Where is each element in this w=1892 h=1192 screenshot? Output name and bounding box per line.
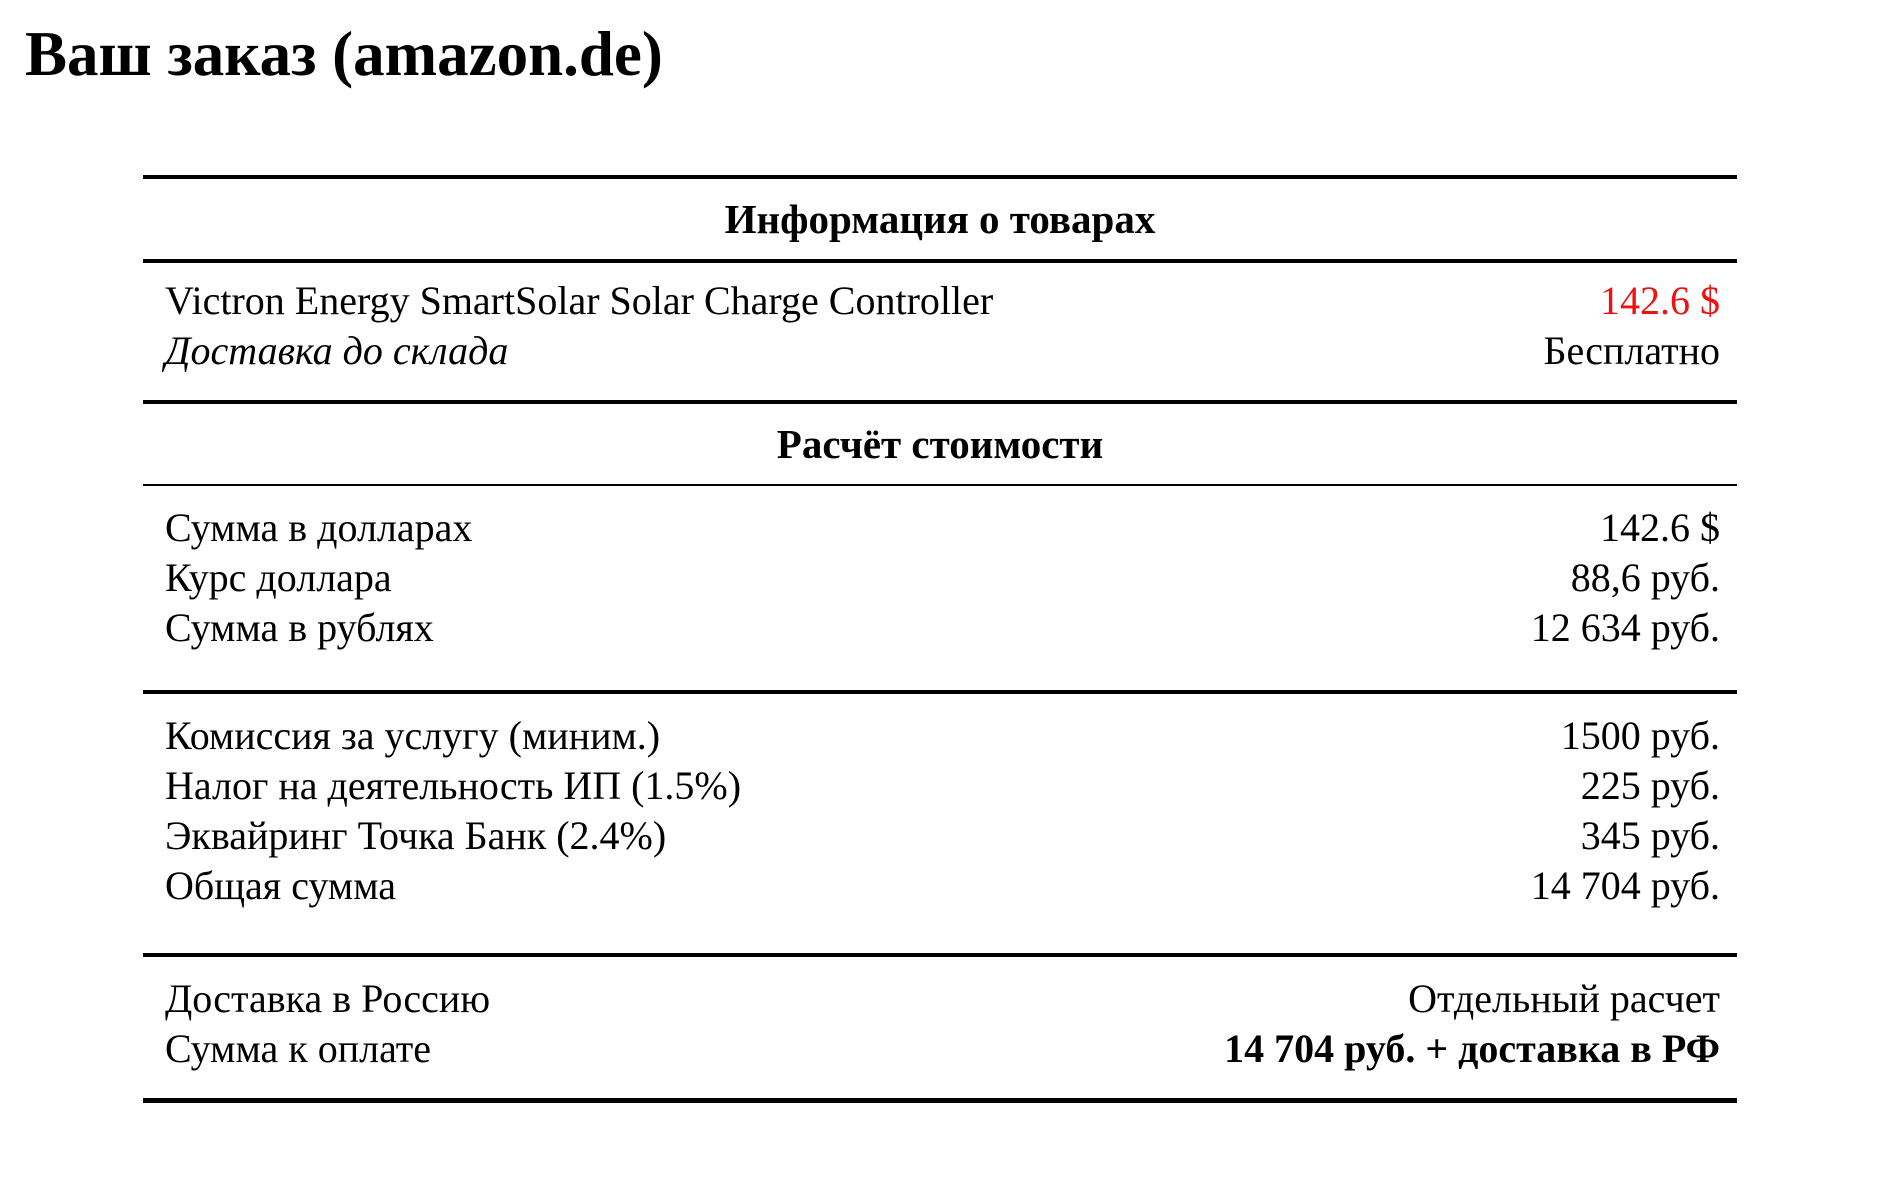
product-price: 142.6 $ xyxy=(1600,278,1720,323)
total-label: Общая сумма xyxy=(165,863,396,908)
product-row: Victron Energy SmartSolar Solar Charge C… xyxy=(143,276,1737,326)
commission-label: Комиссия за услугу (миним.) xyxy=(165,713,661,758)
payable-value: 14 704 руб. + доставка в РФ xyxy=(1224,1026,1720,1071)
currency-row-group: Сумма в долларах 142.6 $ Курс доллара 88… xyxy=(143,486,1737,690)
rule-after-calc-header xyxy=(143,484,1737,486)
rule-top xyxy=(143,175,1737,179)
products-section-header: Информация о товарах xyxy=(724,196,1156,242)
warehouse-shipping-value: Бесплатно xyxy=(1543,328,1720,373)
commission-row: Комиссия за услугу (миним.) 1500 руб. xyxy=(143,711,1737,761)
acquiring-value: 345 руб. xyxy=(1580,813,1720,858)
rule-before-calc-header xyxy=(143,400,1737,404)
page-title: Ваш заказ (amazon.de) xyxy=(25,19,663,89)
usd-rate-value: 88,6 руб. xyxy=(1570,555,1720,600)
commission-value: 1500 руб. xyxy=(1560,713,1720,758)
product-name: Victron Energy SmartSolar Solar Charge C… xyxy=(165,278,994,323)
usd-sum-value: 142.6 $ xyxy=(1600,505,1720,550)
products-row-group: Victron Energy SmartSolar Solar Charge C… xyxy=(143,263,1737,400)
total-row: Общая сумма 14 704 руб. xyxy=(143,861,1737,911)
rub-sum-row: Сумма в рублях 12 634 руб. xyxy=(143,603,1737,653)
russia-shipping-label: Доставка в Россию xyxy=(165,976,491,1021)
tax-row: Налог на деятельность ИП (1.5%) 225 руб. xyxy=(143,761,1737,811)
usd-sum-row: Сумма в долларах 142.6 $ xyxy=(143,503,1737,553)
order-table: Информация о товарах Victron Energy Smar… xyxy=(143,175,1737,1103)
usd-sum-label: Сумма в долларах xyxy=(165,505,473,550)
russia-shipping-row: Доставка в Россию Отдельный расчет xyxy=(143,974,1737,1024)
tax-label: Налог на деятельность ИП (1.5%) xyxy=(165,763,742,808)
rule-before-fees xyxy=(143,690,1737,694)
rule-bottom xyxy=(143,1098,1737,1103)
calc-section-header: Расчёт стоимости xyxy=(776,421,1104,467)
total-value: 14 704 руб. xyxy=(1530,863,1720,908)
payable-row: Сумма к оплате 14 704 руб. + доставка в … xyxy=(143,1024,1737,1074)
warehouse-shipping-row: Доставка до склада Бесплатно xyxy=(143,326,1737,376)
rub-sum-value: 12 634 руб. xyxy=(1530,605,1720,650)
tax-value: 225 руб. xyxy=(1580,763,1720,808)
rule-after-products-header xyxy=(143,259,1737,263)
acquiring-row: Эквайринг Точка Банк (2.4%) 345 руб. xyxy=(143,811,1737,861)
usd-rate-label: Курс доллара xyxy=(165,555,392,600)
fees-row-group: Комиссия за услугу (миним.) 1500 руб. На… xyxy=(143,694,1737,953)
russia-shipping-value: Отдельный расчет xyxy=(1408,976,1720,1021)
rub-sum-label: Сумма в рублях xyxy=(165,605,434,650)
totals-row-group: Доставка в Россию Отдельный расчет Сумма… xyxy=(143,957,1737,1098)
warehouse-shipping-label: Доставка до склада xyxy=(165,328,509,373)
usd-rate-row: Курс доллара 88,6 руб. xyxy=(143,553,1737,603)
acquiring-label: Эквайринг Точка Банк (2.4%) xyxy=(165,813,667,858)
payable-label: Сумма к оплате xyxy=(165,1026,432,1071)
rule-before-totals xyxy=(143,953,1737,957)
